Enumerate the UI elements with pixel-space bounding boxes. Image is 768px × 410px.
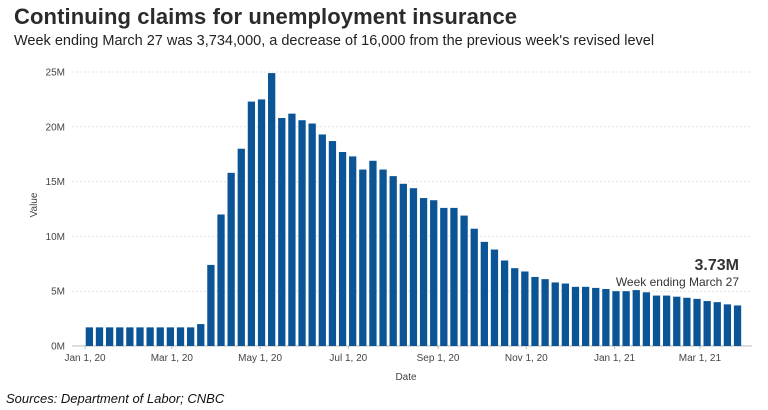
bar <box>116 327 124 346</box>
bar <box>561 283 570 346</box>
bar <box>389 176 397 346</box>
bar-chart: 0M 5M 10M 15M 20M 25M Jan 1, 20 Mar 1, 20 May 1… <box>29 68 752 383</box>
bar <box>278 118 286 346</box>
bar <box>571 286 580 346</box>
annotation-label: Week ending March 27 <box>616 275 740 289</box>
bar <box>419 198 428 346</box>
bar <box>470 228 478 346</box>
bar <box>500 260 509 346</box>
bar <box>338 152 347 346</box>
y-tick-label: 5M <box>51 287 65 298</box>
bar <box>723 304 732 346</box>
bar <box>207 264 215 346</box>
bar <box>490 249 499 346</box>
bar <box>126 327 134 346</box>
bar <box>551 282 559 346</box>
x-tick-label: Sep 1, 20 <box>417 353 460 364</box>
bar <box>511 268 519 346</box>
source-note: Sources: Department of Labor; CNBC <box>6 391 225 406</box>
bar <box>146 327 154 346</box>
x-tick-label: Jul 1, 20 <box>329 353 367 364</box>
bar <box>673 296 681 346</box>
bar <box>156 327 164 346</box>
bar <box>105 327 114 346</box>
bar <box>247 101 256 346</box>
bar <box>581 286 590 346</box>
y-tick-label: 15M <box>46 177 65 188</box>
x-axis-title: Date <box>395 372 417 383</box>
bar <box>369 160 377 346</box>
bar <box>217 214 225 346</box>
bar <box>602 289 610 346</box>
chart-title: Continuing claims for unemployment insur… <box>14 4 518 29</box>
bar <box>480 241 488 346</box>
bar <box>298 120 306 346</box>
bar <box>136 327 144 346</box>
bar <box>328 141 337 346</box>
x-axis-ticks: Jan 1, 20 Mar 1, 20 May 1, 20 Jul 1, 20 Sep … <box>64 346 721 364</box>
x-tick-label: Jan 1, 21 <box>594 353 636 364</box>
bar <box>166 327 175 346</box>
y-tick-label: 25M <box>46 68 65 79</box>
bar <box>318 134 326 346</box>
x-tick-label: May 1, 20 <box>238 353 282 364</box>
x-tick-label: Nov 1, 20 <box>505 353 548 364</box>
annotation-value: 3.73M <box>695 257 739 274</box>
y-axis-title: Value <box>29 192 40 217</box>
bar <box>257 99 266 347</box>
bar <box>430 200 438 346</box>
bar <box>642 292 651 346</box>
bar <box>409 188 418 346</box>
bar <box>693 298 701 346</box>
bar <box>237 148 245 346</box>
bar <box>186 327 195 346</box>
bar <box>450 207 458 346</box>
bar <box>268 73 276 346</box>
bar <box>713 302 721 346</box>
chart-subtitle: Week ending March 27 was 3,734,000, a de… <box>14 33 655 49</box>
x-tick-label: Mar 1, 20 <box>151 353 194 364</box>
bar <box>85 327 94 346</box>
bar-series <box>85 73 742 347</box>
bar <box>531 276 539 346</box>
bar <box>683 297 691 346</box>
x-tick-label: Jan 1, 20 <box>64 353 106 364</box>
bar <box>703 301 711 346</box>
bar <box>399 183 407 346</box>
bar <box>662 295 671 346</box>
bar <box>308 123 316 346</box>
bar <box>440 207 448 346</box>
bar <box>460 215 468 346</box>
bar <box>227 172 235 346</box>
bar <box>349 156 357 346</box>
bar <box>359 169 367 346</box>
bar <box>197 324 205 346</box>
x-tick-label: Mar 1, 21 <box>679 353 722 364</box>
bar <box>632 290 640 346</box>
bar <box>379 169 387 346</box>
bar <box>652 295 661 346</box>
bar <box>521 271 529 346</box>
y-tick-label: 20M <box>46 122 65 133</box>
bar <box>612 291 620 346</box>
bar <box>176 327 185 346</box>
bar <box>622 291 630 346</box>
y-tick-label: 0M <box>51 342 65 353</box>
bar <box>95 327 104 346</box>
y-axis-ticks: 0M 5M 10M 15M 20M 25M <box>46 68 65 353</box>
y-tick-label: 10M <box>46 232 65 243</box>
bar <box>592 287 600 346</box>
bar <box>541 279 549 346</box>
bar <box>288 113 296 347</box>
bar <box>733 305 742 346</box>
